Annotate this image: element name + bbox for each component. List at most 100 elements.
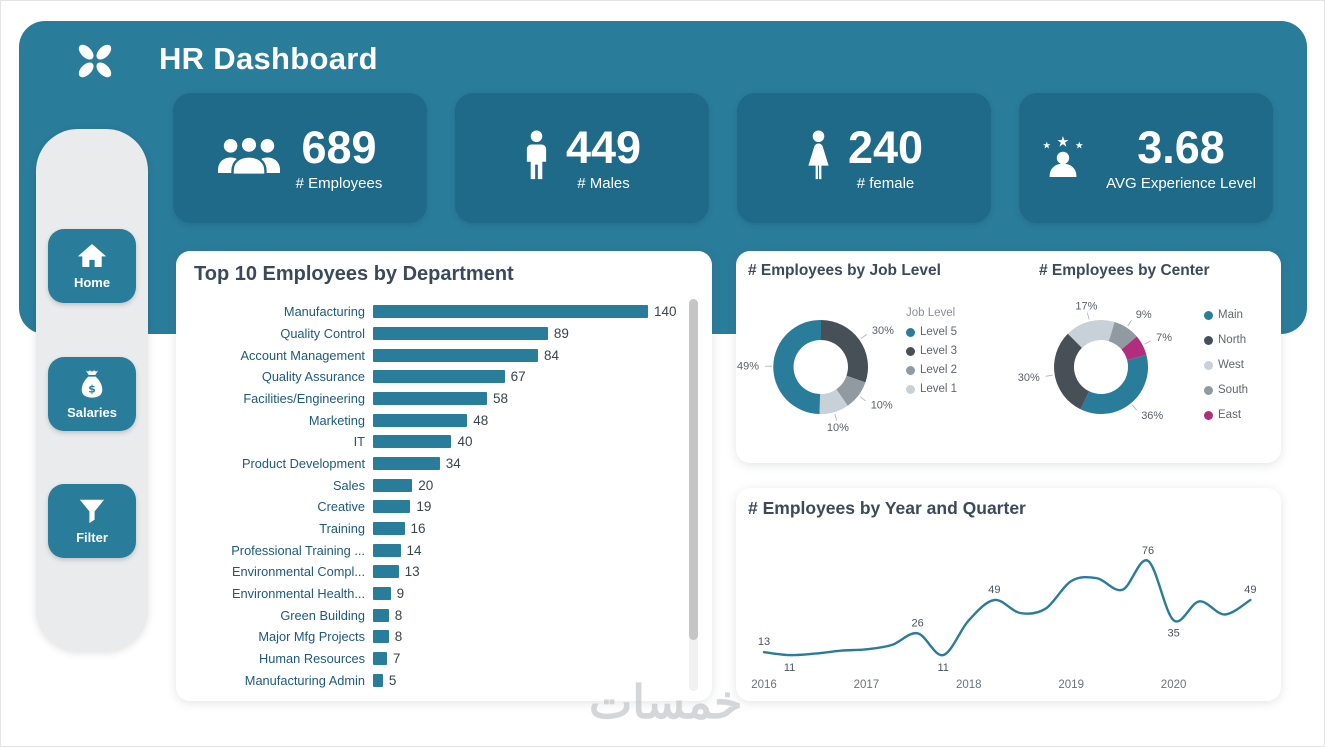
legend-label: Level 5	[920, 326, 958, 338]
job-level-donut-chart: 30% 10% 10% 49%	[737, 319, 894, 434]
donut-callout-line	[1045, 374, 1053, 377]
bar-row: Product Development 34	[188, 453, 682, 475]
bar[interactable]	[373, 630, 389, 644]
bar-category-label: Facilities/Engineering	[243, 391, 365, 407]
bar-category-label: Manufacturing Admin	[244, 672, 365, 688]
bar[interactable]	[373, 500, 411, 514]
sidebar-button-filter[interactable]: Filter	[48, 484, 136, 558]
scrollbar-thumb[interactable]	[689, 299, 698, 641]
svg-text:★: ★	[1075, 140, 1084, 151]
bar-row: Professional Training ... 14	[188, 539, 682, 561]
bar-row: Major Mfg Projects 8	[188, 626, 682, 648]
legend-item-level-1[interactable]: Level 1	[906, 383, 957, 395]
bar-value-label: 7	[392, 651, 401, 667]
x-axis-year-label: 2016	[751, 679, 777, 691]
bar-track: 14	[373, 543, 682, 558]
sidebar-button-home[interactable]: Home	[48, 229, 136, 303]
bar[interactable]	[373, 543, 401, 557]
legend-label: West	[1218, 359, 1244, 371]
legend-item-east[interactable]: East	[1204, 409, 1248, 421]
home-icon	[77, 242, 107, 272]
bar[interactable]	[373, 305, 648, 319]
legend-item-south[interactable]: South	[1204, 384, 1248, 396]
donut-segment-level-1[interactable]	[819, 389, 848, 415]
legend-item-level-5[interactable]: Level 5	[906, 326, 957, 338]
bar-row: Environmental Health... 9	[188, 583, 682, 605]
donut-segment-south[interactable]	[1108, 322, 1137, 350]
donut-segment-level-5[interactable]	[773, 319, 821, 414]
kpi-label: # female	[856, 174, 915, 192]
bar[interactable]	[373, 435, 452, 449]
donut-segment-level-2[interactable]	[836, 375, 866, 406]
bar[interactable]	[373, 608, 389, 622]
legend-item-level-2[interactable]: Level 2	[906, 364, 957, 376]
bar[interactable]	[373, 522, 405, 536]
donut-segment-main[interactable]	[1080, 354, 1149, 415]
bar[interactable]	[373, 370, 505, 384]
bar-value-label: 8	[394, 607, 403, 623]
bar[interactable]	[373, 413, 468, 427]
bar-track: 140	[373, 304, 682, 319]
bar-row: IT 40	[188, 431, 682, 453]
legend-label: Main	[1218, 309, 1243, 321]
bar-track: 16	[373, 521, 682, 536]
bar-value-label: 8	[394, 629, 403, 645]
bar-track: 8	[373, 629, 682, 645]
bar-row: Human Resources 7	[188, 648, 682, 670]
sidebar-button-label: Salaries	[67, 404, 117, 420]
bar-value-label: 20	[418, 477, 434, 493]
donut-callout-line	[1144, 340, 1151, 345]
kpi-card-avg-experience-level: ★ ★ ★ 3.68 AVG Experience Level	[1019, 93, 1273, 223]
line-chart-panel: # Employees by Year and Quarter 13 11 26 11…	[736, 488, 1281, 701]
legend-label: North	[1218, 334, 1247, 346]
bar[interactable]	[373, 587, 391, 601]
dept-bar-chart-panel: Top 10 Employees by Department Manufactu…	[176, 251, 712, 701]
bar-track: 67	[373, 369, 682, 385]
bar-track: 9	[373, 586, 682, 602]
legend-item-main[interactable]: Main	[1204, 309, 1248, 321]
sidebar-button-salaries[interactable]: $ Salaries	[48, 357, 136, 431]
kpi-label: # Males	[577, 174, 630, 192]
legend-label: Level 3	[920, 345, 958, 357]
bar[interactable]	[373, 673, 383, 687]
bar-category-label: Professional Training ...	[231, 542, 365, 558]
bar-value-label: 9	[396, 586, 405, 602]
bar-value-label: 84	[544, 347, 560, 363]
app-logo-icon	[71, 37, 119, 85]
bar-chart-scrollbar[interactable]	[689, 299, 698, 691]
legend-item-level-3[interactable]: Level 3	[906, 345, 957, 357]
bar-category-label: Manufacturing	[283, 304, 365, 320]
legend-item-north[interactable]: North	[1204, 334, 1248, 346]
bar[interactable]	[373, 478, 413, 492]
x-axis-year-label: 2020	[1161, 679, 1187, 691]
donut-percent-label: 30%	[1018, 372, 1040, 384]
bar-chart: Manufacturing 140 Quality Control 89 Account…	[188, 301, 682, 691]
bar-track: 40	[373, 434, 682, 449]
legend-label: East	[1218, 409, 1242, 421]
bar-row: Facilities/Engineering 58	[188, 388, 682, 410]
bar[interactable]	[373, 327, 548, 340]
bar[interactable]	[373, 565, 399, 579]
bar-value-label: 48	[473, 412, 489, 428]
legend-color-dot	[1204, 360, 1213, 370]
bar[interactable]	[373, 652, 387, 666]
bar-category-label: Quality Assurance	[261, 369, 365, 385]
bar-category-label: Human Resources	[259, 651, 365, 667]
bar-row: Marketing 48	[188, 409, 682, 431]
donut-segment-west[interactable]	[1067, 320, 1115, 348]
donut-segment-north[interactable]	[1054, 333, 1090, 410]
bar[interactable]	[373, 392, 488, 406]
bar-value-label: 13	[404, 564, 420, 580]
svg-text:$: $	[88, 382, 95, 395]
donut-segment-level-3[interactable]	[821, 320, 868, 383]
people-icon	[217, 133, 280, 183]
legend-item-west[interactable]: West	[1204, 359, 1248, 371]
bar-track: 34	[373, 456, 682, 471]
bar[interactable]	[373, 457, 440, 471]
bar-row: Quality Assurance 67	[188, 366, 682, 388]
bar[interactable]	[373, 348, 538, 362]
donut-segment-east[interactable]	[1121, 336, 1147, 361]
bar-value-label: 67	[510, 369, 526, 385]
legend-title: Job Level	[906, 307, 956, 319]
